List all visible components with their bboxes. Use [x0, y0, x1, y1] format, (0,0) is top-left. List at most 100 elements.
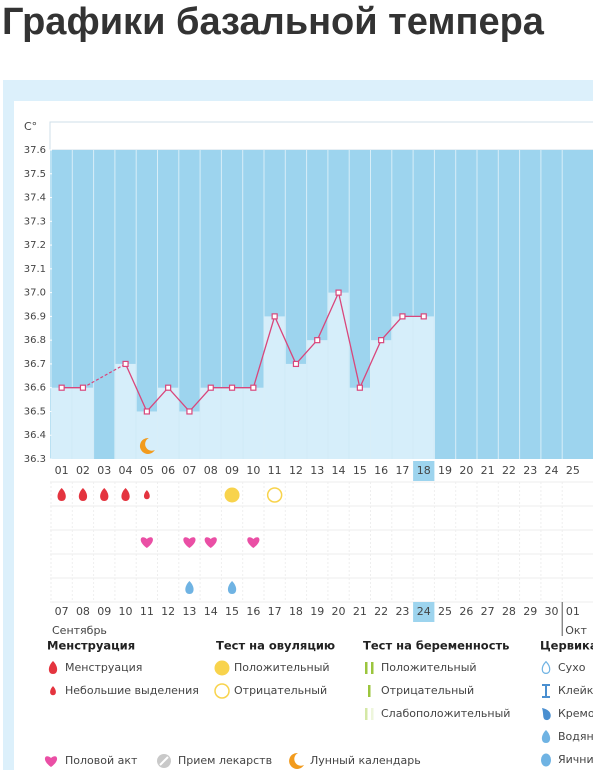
ovulation-positive-icon	[214, 660, 230, 676]
cycle-day-label: 05	[140, 464, 154, 477]
legend-item: Половой акт	[65, 754, 138, 767]
heart-icon	[247, 537, 260, 548]
legend-title: Тест на беременность	[363, 639, 509, 653]
cycle-day-label: 22	[502, 464, 516, 477]
date-label: 21	[353, 605, 367, 618]
cycle-day-label: 24	[545, 464, 559, 477]
temperature-column	[200, 387, 221, 459]
menstruation-icon	[78, 488, 88, 501]
temperature-point	[165, 384, 172, 391]
date-label: 20	[332, 605, 346, 618]
date-label: 10	[119, 605, 133, 618]
cycle-day-label: 23	[523, 464, 537, 477]
temperature-column	[413, 316, 434, 459]
date-label: 01	[566, 605, 580, 618]
date-label: 07	[55, 605, 69, 618]
watery-icon	[227, 581, 237, 594]
temperature-column	[51, 387, 72, 459]
cycle-day-label: 20	[459, 464, 473, 477]
date-label: 24	[417, 605, 431, 618]
legend-item: Отрицательный	[234, 684, 327, 697]
legend-item: Небольшие выделения	[65, 684, 199, 697]
date-label: 26	[459, 605, 473, 618]
cycle-day-label: 13	[310, 464, 324, 477]
menstruation-icon	[100, 488, 109, 501]
eggwhite-icon	[541, 753, 551, 767]
temperature-column	[307, 340, 328, 459]
temperature-column	[285, 363, 307, 459]
date-label: 12	[161, 605, 175, 618]
date-label: 18	[289, 605, 303, 618]
y-tick-label: 36.3	[24, 454, 46, 465]
temperature-point	[378, 337, 385, 344]
y-tick-label: 37.4	[24, 193, 46, 204]
temperature-point	[228, 384, 236, 391]
cycle-day-label: 18	[417, 464, 431, 477]
ovulation-negative-icon	[266, 487, 283, 503]
ovulation-positive-icon	[224, 487, 240, 503]
date-label: 30	[545, 605, 559, 618]
date-label: 23	[395, 605, 409, 618]
legend-title: Тест на овуляцию	[216, 639, 335, 653]
cycle-day-label: 08	[204, 464, 218, 477]
date-label: 25	[438, 605, 452, 618]
spotting-icon	[143, 490, 150, 500]
y-tick-label: 37.6	[24, 145, 46, 156]
legend-item: Положительный	[381, 661, 477, 674]
legend-item: Водян	[558, 730, 593, 743]
temperature-point	[122, 360, 129, 368]
date-label: 17	[268, 605, 282, 618]
y-unit: C°	[24, 120, 37, 133]
cycle-day-label: 15	[353, 464, 367, 477]
date-label: 15	[225, 605, 239, 618]
temperature-point	[58, 384, 65, 391]
date-label: 08	[76, 605, 90, 618]
cycle-day-label: 04	[119, 464, 133, 477]
y-tick-label: 36.4	[24, 430, 46, 441]
y-tick-label: 36.5	[24, 406, 46, 417]
cycle-day-label: 17	[395, 464, 409, 477]
date-label: 28	[502, 605, 516, 618]
gap-connector	[82, 363, 126, 389]
legend-item: Положительный	[234, 661, 330, 674]
legend-item: Отрицательный	[381, 684, 474, 697]
temperature-column	[221, 387, 243, 459]
date-label: 11	[140, 605, 154, 618]
heart-icon	[140, 537, 153, 548]
y-tick-label: 37.2	[24, 240, 46, 251]
temperature-point	[143, 408, 150, 415]
y-tick-label: 36.8	[24, 335, 46, 346]
today-date-highlight	[413, 602, 435, 622]
today-cycle-highlight	[413, 461, 435, 481]
cycle-day-label: 09	[225, 464, 239, 477]
temperature-column	[371, 340, 392, 459]
cycle-day-label: 02	[76, 464, 90, 477]
cycle-day-label: 07	[182, 464, 196, 477]
date-label: 16	[246, 605, 260, 618]
y-tick-label: 37.5	[24, 169, 46, 180]
creamy-icon	[542, 708, 551, 721]
temperature-point	[250, 384, 257, 391]
cycle-day-label: 21	[481, 464, 495, 477]
legend-item: Яични	[558, 753, 593, 766]
legend-item: Клейк	[558, 684, 593, 697]
cycle-day-label: 25	[566, 464, 580, 477]
legend-item: Кремо	[558, 707, 593, 720]
page-heading: Графики базальной темпера	[2, 1, 545, 43]
month-label: Сентябрь	[52, 624, 107, 637]
preg-bar	[365, 708, 368, 720]
temperature-point	[79, 384, 87, 391]
preg-bar	[365, 662, 368, 674]
dry-icon	[541, 660, 551, 675]
temperature-column	[264, 316, 285, 459]
watery-icon	[541, 730, 551, 743]
y-tick-label: 36.7	[24, 359, 46, 370]
watery-icon	[185, 581, 194, 594]
temperature-column	[115, 363, 136, 459]
cycle-day-label: 01	[55, 464, 69, 477]
temperature-point	[271, 313, 278, 320]
menstruation-icon	[57, 488, 66, 501]
date-label: 09	[97, 605, 111, 618]
y-tick-label: 37.1	[24, 264, 46, 275]
